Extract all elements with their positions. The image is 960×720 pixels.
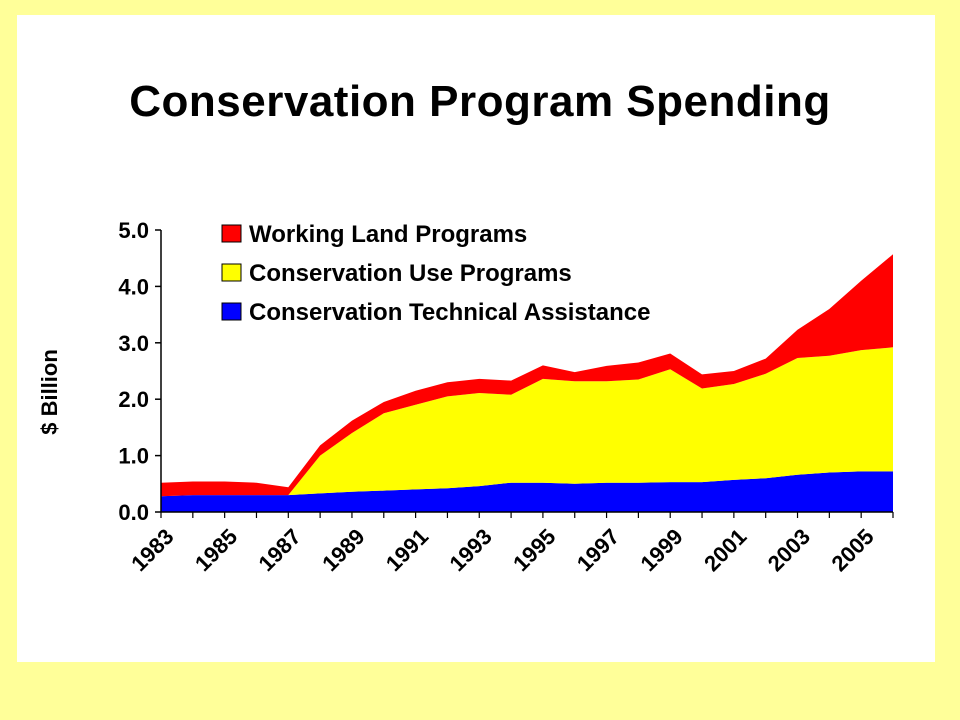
x-tick-label: 1989 <box>317 524 369 576</box>
area-layer <box>161 254 893 512</box>
legend-swatch <box>221 263 242 282</box>
x-axis-ticks: 1983 1985 1987 1989 1991 1993 1995 1997 1999 2001… <box>126 512 894 576</box>
x-tick-label: 1987 <box>254 524 306 576</box>
area-series-conservation-use-programs <box>161 347 893 497</box>
y-axis-ticks: 0.0 1.0 2.0 3.0 4.0 5.0 <box>118 218 161 525</box>
legend-label: Conservation Technical Assistance <box>249 299 650 326</box>
x-tick-label: 2003 <box>763 524 815 576</box>
y-tick-label: 2.0 <box>118 387 149 412</box>
x-tick-label: 1999 <box>635 524 687 576</box>
legend-label: Conservation Use Programs <box>249 260 572 287</box>
y-tick-label: 5.0 <box>118 218 149 243</box>
y-tick-label: 3.0 <box>118 331 149 356</box>
y-tick-label: 4.0 <box>118 274 149 299</box>
area-series-conservation-technical-assistance <box>161 471 893 512</box>
y-tick-label: 1.0 <box>118 444 149 469</box>
x-tick-label: 1985 <box>190 524 242 576</box>
x-tick-label: 2005 <box>826 524 878 576</box>
x-tick-label: 1983 <box>126 524 178 576</box>
slide-background <box>17 15 935 662</box>
x-tick-label: 1997 <box>572 524 624 576</box>
y-tick-label: 0.0 <box>118 500 149 525</box>
legend-swatch <box>221 224 242 243</box>
legend-swatch <box>221 302 242 321</box>
area-series-working-land-programs <box>161 254 893 497</box>
x-tick-label: 2001 <box>699 524 751 576</box>
axes <box>160 230 893 513</box>
y-axis-label: $ Billion <box>37 349 62 435</box>
x-tick-label: 1993 <box>445 524 497 576</box>
chart-title: Conservation Program Spending <box>129 77 831 126</box>
legend-label: Working Land Programs <box>249 221 527 248</box>
legend: Working Land Programs Conservation Use Pr… <box>221 221 650 326</box>
x-tick-label: 1995 <box>508 524 560 576</box>
x-tick-label: 1991 <box>381 524 433 576</box>
